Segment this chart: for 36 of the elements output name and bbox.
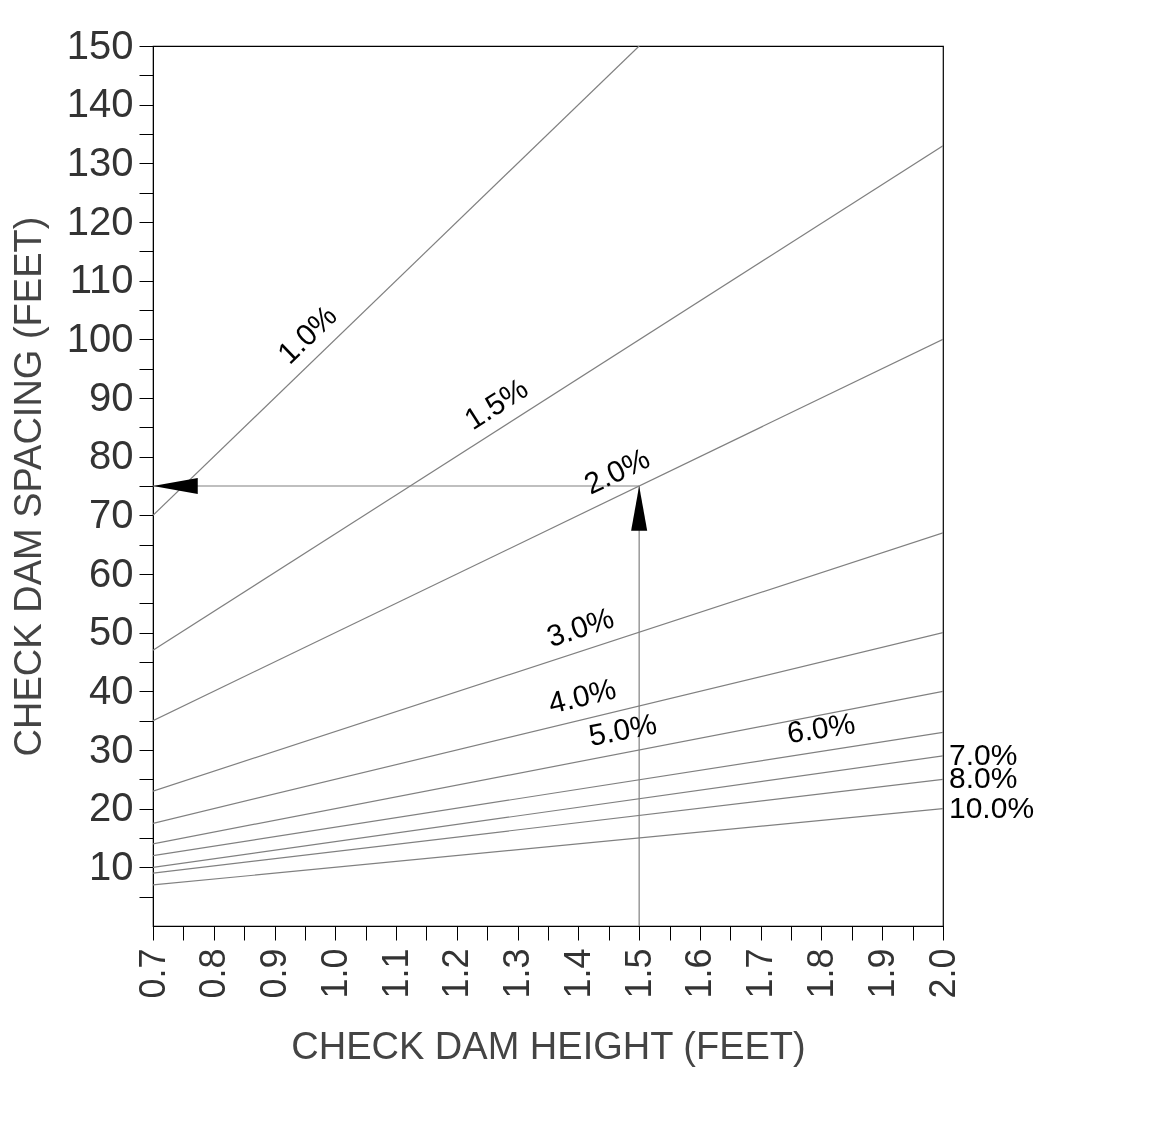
series-label: 10.0% (949, 790, 1035, 824)
y-tick-label: 40 (89, 667, 134, 712)
y-tick-label: 100 (66, 315, 134, 360)
text: 3.0% (542, 600, 618, 654)
y-tick-label: 150 (66, 22, 134, 67)
x-tick-label: 1.0 (313, 948, 355, 999)
y-tick-label: 130 (66, 139, 134, 184)
x-tick-label: 1.5 (617, 948, 659, 999)
y-tick-label: 30 (89, 726, 134, 771)
y-tick-label: 90 (89, 374, 134, 419)
x-axis-title: CHECK DAM HEIGHT (FEET) (291, 1024, 806, 1067)
y-tick-label: 10 (89, 843, 134, 888)
x-tick-label: 1.6 (678, 948, 720, 999)
y-tick-label: 20 (89, 785, 134, 830)
x-tick-label: 1.2 (435, 948, 477, 999)
x-tick-label: 1.7 (739, 948, 781, 999)
y-tick-label: 60 (89, 550, 134, 595)
x-tick-label: 1.1 (374, 948, 416, 999)
y-tick-label: 140 (66, 81, 134, 126)
y-tick-label: 50 (89, 609, 134, 654)
x-tick-label: 1.3 (496, 948, 538, 999)
x-tick-label: 0.7 (131, 948, 173, 999)
y-tick-label: 110 (69, 257, 134, 302)
x-tick-label: 1.4 (556, 948, 598, 999)
y-tick-label: 70 (89, 491, 134, 536)
y-axis-title: CHECK DAM SPACING (FEET) (6, 216, 49, 757)
text: 1.5% (458, 371, 534, 436)
y-tick-label: 120 (66, 198, 134, 243)
text: 2.0% (578, 440, 655, 501)
x-tick-label: 0.9 (253, 948, 295, 999)
y-tick-label: 80 (89, 433, 134, 478)
x-tick-label: 0.8 (192, 948, 234, 999)
text: 6.0% (784, 706, 858, 750)
x-tick-label: 1.9 (860, 948, 902, 999)
x-tick-label: 2.0 (921, 948, 963, 999)
x-tick-label: 1.8 (799, 948, 841, 999)
